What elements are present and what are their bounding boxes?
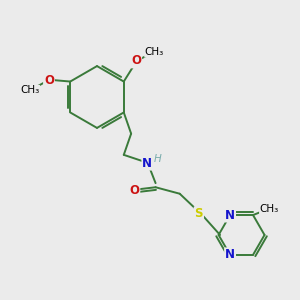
Text: CH₃: CH₃ [145,47,164,57]
Text: N: N [142,157,152,169]
Text: N: N [225,208,235,222]
Text: O: O [129,184,140,197]
Text: N: N [225,248,235,261]
Text: O: O [131,54,141,68]
Text: CH₃: CH₃ [20,85,40,95]
Text: CH₃: CH₃ [260,204,279,214]
Text: H: H [154,154,161,164]
Text: O: O [44,74,54,87]
Text: S: S [195,207,203,220]
